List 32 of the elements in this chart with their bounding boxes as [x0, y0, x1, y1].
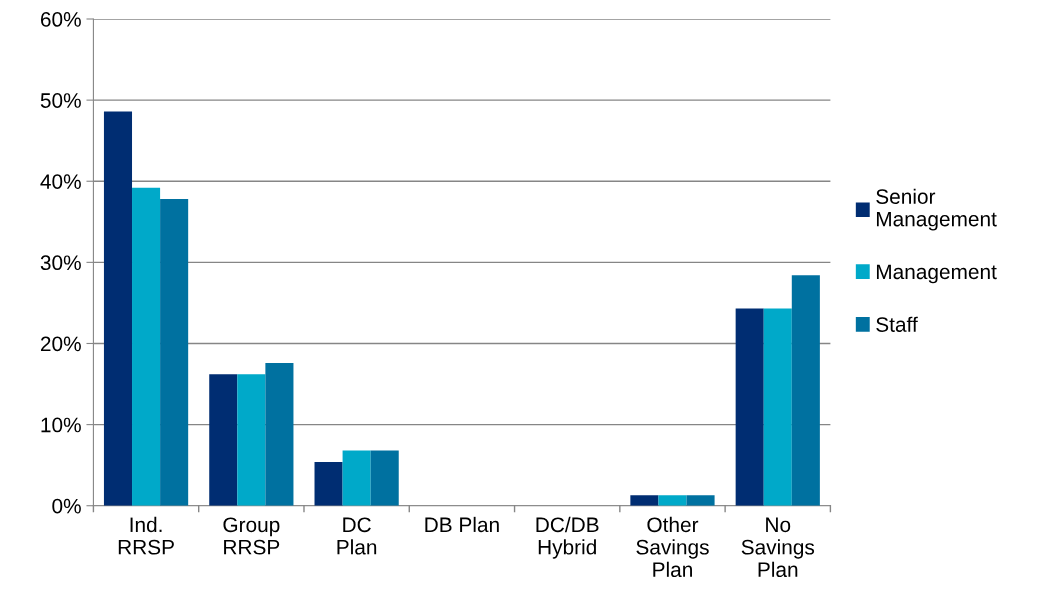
x-tick-label: No Savings Plan	[741, 517, 815, 578]
bar	[735, 308, 764, 506]
y-tick-label: 40%	[40, 174, 81, 189]
x-tick-label: DC/DB Hybrid	[536, 516, 599, 559]
y-tick-label: 20%	[40, 336, 81, 352]
bar	[342, 450, 371, 506]
bar	[160, 199, 189, 506]
bar	[791, 275, 820, 506]
bar	[265, 362, 294, 506]
bar	[209, 374, 238, 506]
x-tick-label: DB Plan	[425, 516, 499, 533]
bar	[103, 111, 133, 506]
bar	[630, 495, 659, 506]
bar	[658, 495, 687, 506]
x-tick-label: Group RRSP	[223, 517, 280, 555]
bar	[370, 450, 399, 506]
y-tick-label: 50%	[40, 93, 81, 108]
x-tick-label: Ind. RRSP	[118, 516, 174, 555]
x-tick-label: DC Plan	[337, 517, 377, 555]
legend-label: Senior Management	[876, 188, 997, 231]
x-tick-label: Other Savings Plan	[636, 516, 709, 578]
legend-label: Staff	[876, 316, 918, 332]
bar	[314, 461, 343, 506]
y-tick-label: 60%	[40, 12, 81, 27]
y-tick-label: 30%	[40, 255, 81, 271]
bar	[763, 308, 792, 506]
bar	[132, 187, 161, 506]
y-tick-label: 10%	[41, 417, 81, 433]
y-tick-label: 0%	[52, 498, 81, 514]
bar	[686, 495, 715, 506]
bar	[237, 374, 266, 506]
legend-label: Management	[876, 264, 997, 284]
